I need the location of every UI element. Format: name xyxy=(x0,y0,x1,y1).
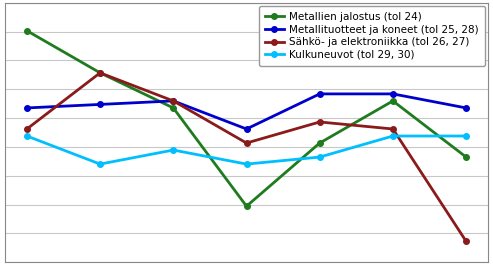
Legend: Metallien jalostus (tol 24), Metallituotteet ja koneet (tol 25, 28), Sähkö- ja e: Metallien jalostus (tol 24), Metallituot… xyxy=(259,6,485,66)
Sähkö- ja elektroniikka (tol 26, 27) xyxy=(390,127,396,131)
Metallien jalostus (tol 24) xyxy=(463,156,469,159)
Kulkuneuvot (tol 29, 30) xyxy=(97,162,103,166)
Line: Metallien jalostus (tol 24): Metallien jalostus (tol 24) xyxy=(24,28,469,209)
Sähkö- ja elektroniikka (tol 26, 27) xyxy=(317,120,322,123)
Metallituotteet ja koneet (tol 25, 28) xyxy=(24,106,30,109)
Kulkuneuvot (tol 29, 30) xyxy=(244,162,249,166)
Metallien jalostus (tol 24) xyxy=(244,205,249,208)
Sähkö- ja elektroniikka (tol 26, 27) xyxy=(24,127,30,131)
Metallituotteet ja koneet (tol 25, 28) xyxy=(390,92,396,95)
Line: Kulkuneuvot (tol 29, 30): Kulkuneuvot (tol 29, 30) xyxy=(24,133,469,167)
Metallituotteet ja koneet (tol 25, 28) xyxy=(171,99,176,103)
Sähkö- ja elektroniikka (tol 26, 27) xyxy=(171,99,176,103)
Metallituotteet ja koneet (tol 25, 28) xyxy=(463,106,469,109)
Kulkuneuvot (tol 29, 30) xyxy=(463,134,469,138)
Metallien jalostus (tol 24) xyxy=(97,71,103,74)
Sähkö- ja elektroniikka (tol 26, 27) xyxy=(463,240,469,243)
Line: Metallituotteet ja koneet (tol 25, 28): Metallituotteet ja koneet (tol 25, 28) xyxy=(24,91,469,132)
Line: Sähkö- ja elektroniikka (tol 26, 27): Sähkö- ja elektroniikka (tol 26, 27) xyxy=(24,70,469,244)
Metallien jalostus (tol 24) xyxy=(390,99,396,103)
Sähkö- ja elektroniikka (tol 26, 27) xyxy=(97,71,103,74)
Kulkuneuvot (tol 29, 30) xyxy=(171,148,176,152)
Metallituotteet ja koneet (tol 25, 28) xyxy=(317,92,322,95)
Sähkö- ja elektroniikka (tol 26, 27) xyxy=(244,142,249,145)
Kulkuneuvot (tol 29, 30) xyxy=(390,134,396,138)
Metallituotteet ja koneet (tol 25, 28) xyxy=(97,103,103,106)
Metallituotteet ja koneet (tol 25, 28) xyxy=(244,127,249,131)
Metallien jalostus (tol 24) xyxy=(317,142,322,145)
Kulkuneuvot (tol 29, 30) xyxy=(317,156,322,159)
Metallien jalostus (tol 24) xyxy=(171,106,176,109)
Metallien jalostus (tol 24) xyxy=(24,29,30,32)
Kulkuneuvot (tol 29, 30) xyxy=(24,134,30,138)
